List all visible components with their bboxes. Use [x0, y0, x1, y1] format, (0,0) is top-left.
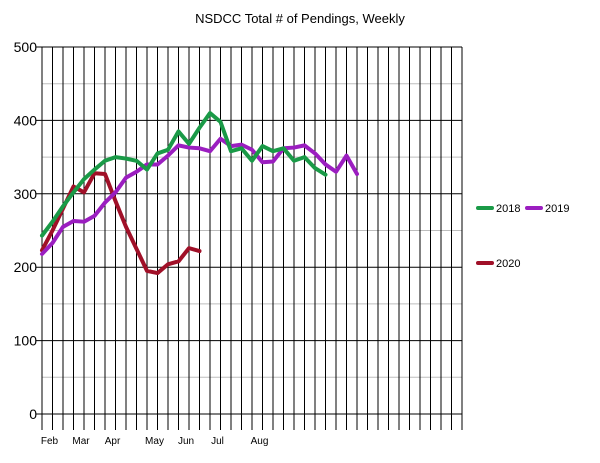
plot-grid [36, 46, 463, 430]
legend-label-2019: 2019 [545, 203, 569, 215]
x-month-label: Jul [211, 436, 224, 447]
series-line-2019 [40, 136, 359, 256]
legend-label-2018: 2018 [496, 203, 520, 215]
x-month-label: Apr [105, 436, 121, 447]
x-month-label: Feb [41, 436, 59, 447]
series-line-2018 [40, 111, 328, 238]
chart-title: NSDCC Total # of Pendings, Weekly [195, 11, 405, 26]
y-tick-label: 500 [14, 39, 38, 55]
y-tick-label: 300 [14, 186, 38, 202]
x-axis-month-labels: Feb Mar Apr May Jun Jul Aug [41, 436, 269, 447]
y-tick-label: 100 [14, 333, 38, 349]
y-axis-ticks: 0 100 200 300 400 500 [14, 39, 38, 422]
series-lines [40, 111, 359, 276]
x-month-label: Jun [178, 436, 194, 447]
x-month-label: Aug [251, 436, 269, 447]
x-month-label: Mar [72, 436, 90, 447]
legend: 2018 2019 2020 [476, 203, 569, 270]
legend-label-2020: 2020 [496, 258, 520, 270]
y-tick-label: 400 [14, 112, 38, 128]
y-tick-label: 200 [14, 259, 38, 275]
y-tick-label: 0 [29, 406, 37, 422]
x-month-label: May [145, 436, 164, 447]
